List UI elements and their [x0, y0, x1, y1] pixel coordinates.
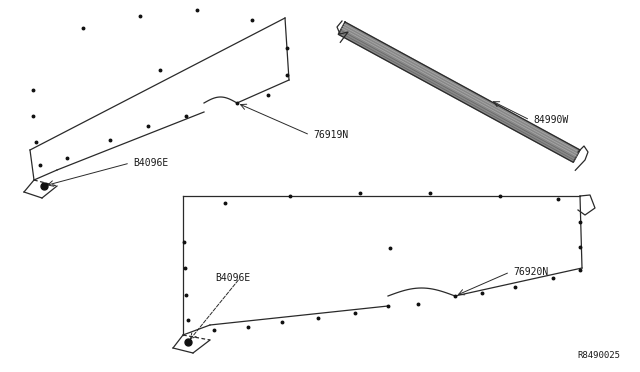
Text: 76920N: 76920N — [513, 267, 548, 277]
Polygon shape — [339, 22, 580, 162]
Text: 84990W: 84990W — [533, 115, 568, 125]
Text: R8490025: R8490025 — [577, 351, 620, 360]
Text: 76919N: 76919N — [313, 130, 348, 140]
Text: B4096E: B4096E — [133, 158, 168, 168]
Text: B4096E: B4096E — [215, 273, 250, 283]
